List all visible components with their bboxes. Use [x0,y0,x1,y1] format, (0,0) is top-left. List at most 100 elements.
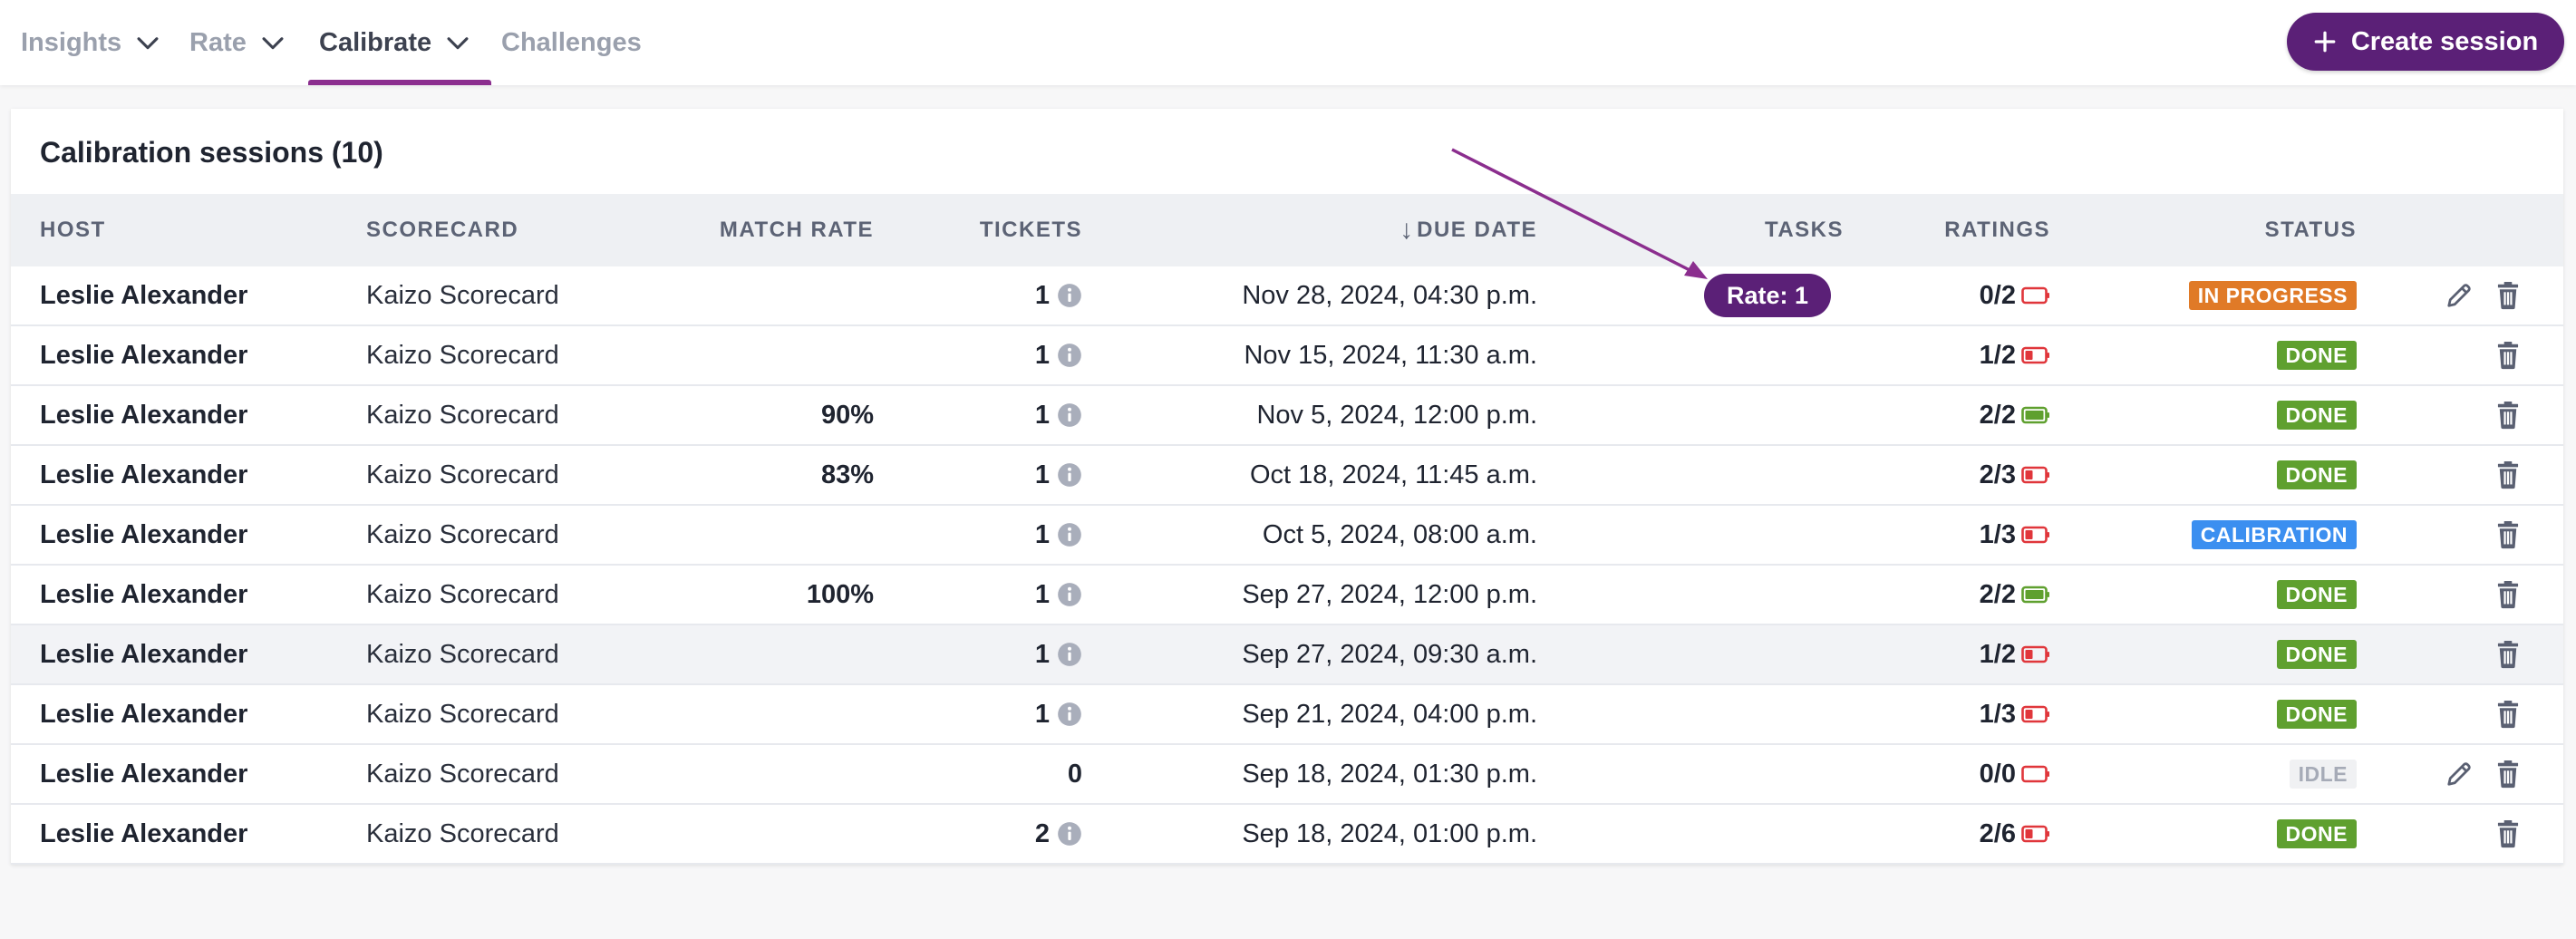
column-header-scorecard[interactable]: SCORECARD [366,218,519,242]
row-actions [2422,386,2522,444]
table-row[interactable]: Leslie Alexander Kaizo Scorecard 1 Oct 5, 2… [11,506,2563,566]
trash-icon[interactable] [2494,401,2522,430]
info-icon[interactable] [1057,283,1082,308]
ratings-count: 1/3 [1869,506,2050,564]
info-icon[interactable] [1057,642,1082,667]
due-date-value: Nov 5, 2024, 12:00 p.m. [1256,400,1537,430]
tickets-count-value: 1 [1034,699,1050,729]
trash-icon[interactable] [2494,580,2522,609]
host-name[interactable]: Leslie Alexander [40,460,248,489]
ratings-count-value: 1/3 [1979,519,2016,549]
tab-calibrate-label: Calibrate [319,27,432,57]
column-header-status[interactable]: STATUS [2264,218,2357,242]
host-name[interactable]: Leslie Alexander [40,400,248,430]
status-badge: CALIBRATION [2191,520,2357,549]
status-badge: DONE [2276,700,2357,729]
pencil-icon[interactable] [2445,760,2473,789]
ratings-count-value: 1/2 [1979,639,2016,669]
table-row[interactable]: Leslie Alexander Kaizo Scorecard 0 Sep 18, … [11,745,2563,805]
table-row[interactable]: Leslie Alexander Kaizo Scorecard 1 Sep 27, … [11,625,2563,685]
column-header-due-date[interactable]: ↓ DUE DATE [1189,194,1537,266]
due-date-value: Nov 15, 2024, 11:30 a.m. [1244,340,1537,370]
rating-progress-battery-icon [2021,825,2049,843]
table-row[interactable]: Leslie Alexander Kaizo Scorecard 1 Sep 21, … [11,685,2563,745]
ratings-count-value: 0/0 [1979,759,2016,789]
rating-progress-battery-icon [2021,346,2049,364]
info-icon[interactable] [1057,462,1082,488]
rating-progress-battery-icon [2021,466,2049,484]
tab-calibrate[interactable]: Calibrate [308,0,491,85]
info-icon[interactable] [1057,821,1082,847]
host-name[interactable]: Leslie Alexander [40,818,248,848]
tickets-count-value: 1 [1034,639,1050,669]
status-badge-cell: IDLE [2096,745,2357,803]
row-actions [2422,506,2522,564]
status-badge-cell: DONE [2096,685,2357,743]
column-header-match-rate[interactable]: MATCH RATE [719,218,874,242]
host-name[interactable]: Leslie Alexander [40,280,248,310]
row-actions [2422,566,2522,624]
column-header-host[interactable]: HOST [40,218,106,242]
due-date-value: Oct 5, 2024, 08:00 a.m. [1262,519,1537,549]
scorecard-name: Kaizo Scorecard [366,400,559,430]
host-name[interactable]: Leslie Alexander [40,340,248,370]
tickets-count-value: 1 [1034,400,1050,430]
pencil-icon[interactable] [2445,281,2473,310]
tickets-count: 0 [908,745,1082,803]
trash-icon[interactable] [2494,700,2522,729]
host-name[interactable]: Leslie Alexander [40,519,248,549]
row-actions [2422,266,2522,324]
create-session-button[interactable]: Create session [2287,13,2564,71]
rating-progress-battery-icon [2021,645,2049,663]
host-name[interactable]: Leslie Alexander [40,699,248,729]
match-rate-value [645,805,874,863]
scorecard-name: Kaizo Scorecard [366,759,559,789]
trash-icon[interactable] [2494,520,2522,549]
tickets-count-value: 1 [1034,519,1050,549]
trash-icon[interactable] [2494,341,2522,370]
trash-icon[interactable] [2494,640,2522,669]
ratings-count-value: 0/2 [1979,280,2016,310]
table-row[interactable]: Leslie Alexander Kaizo Scorecard 90% 1 Nov 5… [11,386,2563,446]
info-icon[interactable] [1057,343,1082,368]
ratings-count: 0/2 [1869,266,2050,324]
table-row[interactable]: Leslie Alexander Kaizo Scorecard 2 Sep 18, … [11,805,2563,865]
page-title: Calibration sessions (10) [40,136,383,169]
due-date-value: Sep 27, 2024, 09:30 a.m. [1242,639,1537,669]
scorecard-name: Kaizo Scorecard [366,699,559,729]
chevron-down-icon [447,37,469,50]
column-header-ratings[interactable]: RATINGS [1944,218,2050,242]
trash-icon[interactable] [2494,281,2522,310]
column-header-tickets[interactable]: TICKETS [979,218,1082,242]
trash-icon[interactable] [2494,760,2522,789]
tasks-rate-pill[interactable]: Rate: 1 [1704,274,1831,317]
match-rate-value [645,625,874,683]
ratings-count-value: 1/3 [1979,699,2016,729]
tab-rate[interactable]: Rate [189,0,307,85]
trash-icon[interactable] [2494,460,2522,489]
host-name[interactable]: Leslie Alexander [40,579,248,609]
tab-challenges[interactable]: Challenges [501,0,701,85]
info-icon[interactable] [1057,402,1082,428]
table-row[interactable]: Leslie Alexander Kaizo Scorecard 1 Nov 28, … [11,266,2563,326]
due-date-value: Sep 27, 2024, 12:00 p.m. [1242,579,1537,609]
host-name[interactable]: Leslie Alexander [40,639,248,669]
tickets-count: 2 [908,805,1082,863]
tickets-count-value: 0 [1067,759,1082,789]
trash-icon[interactable] [2494,819,2522,848]
scorecard-name: Kaizo Scorecard [366,579,559,609]
status-badge: DONE [2276,401,2357,430]
match-rate-value [645,685,874,743]
tab-insights[interactable]: Insights [21,0,166,85]
table-row[interactable]: Leslie Alexander Kaizo Scorecard 1 Nov 15, … [11,326,2563,386]
host-name[interactable]: Leslie Alexander [40,759,248,789]
info-icon[interactable] [1057,522,1082,547]
column-header-tasks[interactable]: TASKS [1764,218,1844,242]
due-date-value: Sep 21, 2024, 04:00 p.m. [1242,699,1537,729]
match-rate-value [645,506,874,564]
info-icon[interactable] [1057,702,1082,727]
tickets-count: 1 [908,506,1082,564]
table-row[interactable]: Leslie Alexander Kaizo Scorecard 83% 1 Oct 1… [11,446,2563,506]
info-icon[interactable] [1057,582,1082,607]
table-row[interactable]: Leslie Alexander Kaizo Scorecard 100% 1 Sep … [11,566,2563,625]
